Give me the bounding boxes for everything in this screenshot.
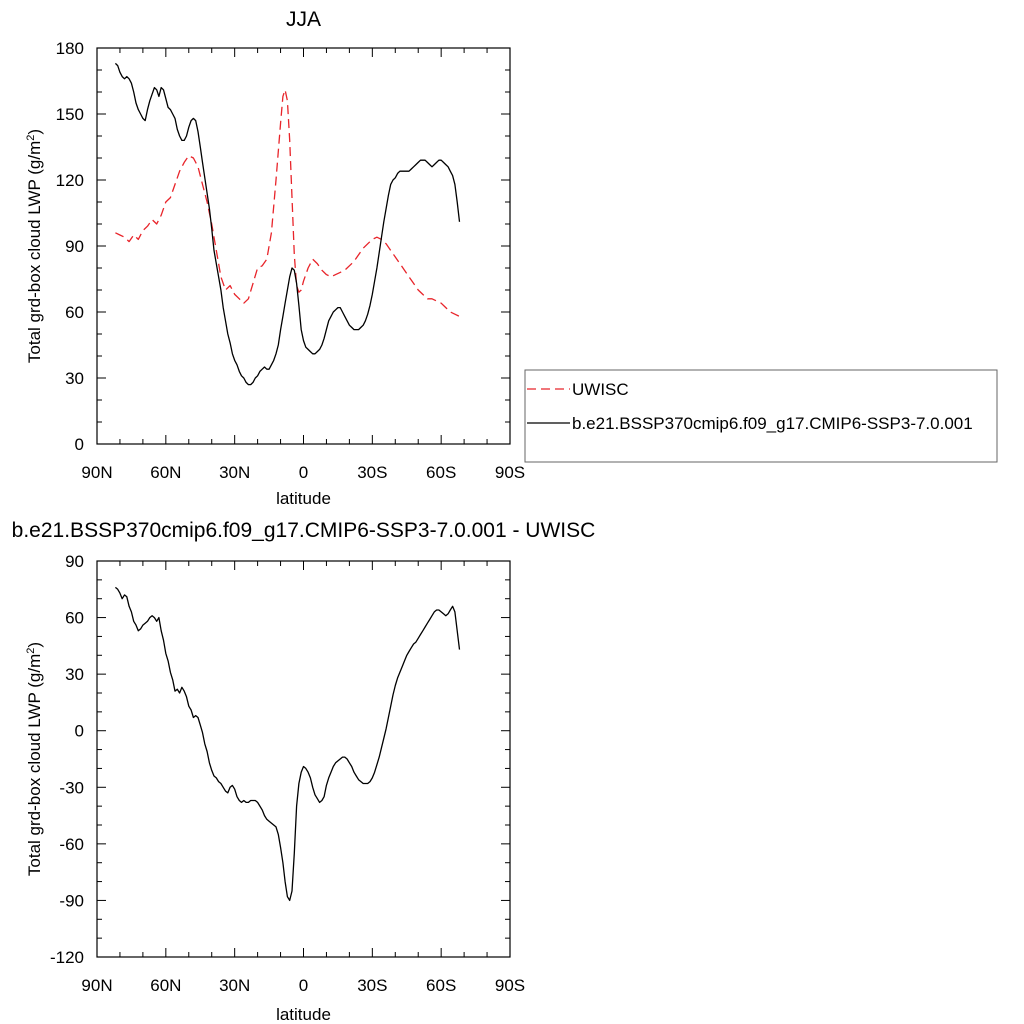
x-tick-label: 60S (426, 976, 456, 995)
series-line-2 (114, 62, 461, 386)
x-tick-label: 60N (150, 463, 181, 482)
chart-title: b.e21.BSSP370cmip6.f09_g17.CMIP6-SSP3-7.… (12, 519, 596, 542)
x-tick-label: 60S (426, 463, 456, 482)
chart-panel-1: JJA 0 30 60 90 120 150 180 90N 60N 30N 0 30S 60S 90S la… (25, 8, 998, 508)
y-axis-label: Total grd-box cloud LWP (g/m2) (25, 642, 44, 876)
legend-label: UWISC (572, 380, 629, 399)
y-tick-label: 0 (75, 435, 84, 454)
x-tick-label: 90S (495, 463, 525, 482)
y-tick-label: 90 (65, 552, 84, 571)
y-tick-label: 30 (65, 665, 84, 684)
x-tick-label: 90N (81, 976, 112, 995)
x-tick-label: 90N (81, 463, 112, 482)
y-tick-label: 30 (65, 369, 84, 388)
y-tick-label: 150 (56, 105, 84, 124)
y-tick-label: 60 (65, 303, 84, 322)
series-line-1 (114, 586, 461, 902)
y-tick-label: 90 (65, 237, 84, 256)
y-tick-label: -90 (59, 891, 84, 910)
x-tick-label: 0 (299, 463, 308, 482)
y-tick-label: -120 (50, 948, 84, 967)
x-axis-label: latitude (276, 1005, 331, 1024)
y-tick-label: -60 (59, 835, 84, 854)
legend-box (524, 369, 998, 463)
x-tick-label: 90S (495, 976, 525, 995)
x-tick-label: 60N (150, 976, 181, 995)
x-tick-label: 30N (219, 463, 250, 482)
series-line-1 (115, 89, 460, 317)
y-tick-label: 60 (65, 609, 84, 628)
chart-title: JJA (286, 8, 321, 31)
legend-label: b.e21.BSSP370cmip6.f09_g17.CMIP6-SSP3-7.… (572, 414, 973, 433)
y-tick-label: 0 (75, 722, 84, 741)
y-tick-label: 180 (56, 39, 84, 58)
x-axis-label: latitude (276, 489, 331, 508)
legend: UWISC b.e21.BSSP370cmip6.f09_g17.CMIP6-SS… (524, 369, 998, 463)
y-axis-label: Total grd-box cloud LWP (g/m2) (25, 129, 44, 363)
y-tick-label: 120 (56, 171, 84, 190)
x-tick-label: 30S (357, 463, 387, 482)
chart-panel-2: b.e21.BSSP370cmip6.f09_g17.CMIP6-SSP3-7.… (12, 519, 596, 1024)
x-tick-label: 30S (357, 976, 387, 995)
x-tick-label: 30N (219, 976, 250, 995)
x-tick-label: 0 (299, 976, 308, 995)
y-tick-label: -30 (59, 778, 84, 797)
plot-frame (96, 47, 511, 445)
